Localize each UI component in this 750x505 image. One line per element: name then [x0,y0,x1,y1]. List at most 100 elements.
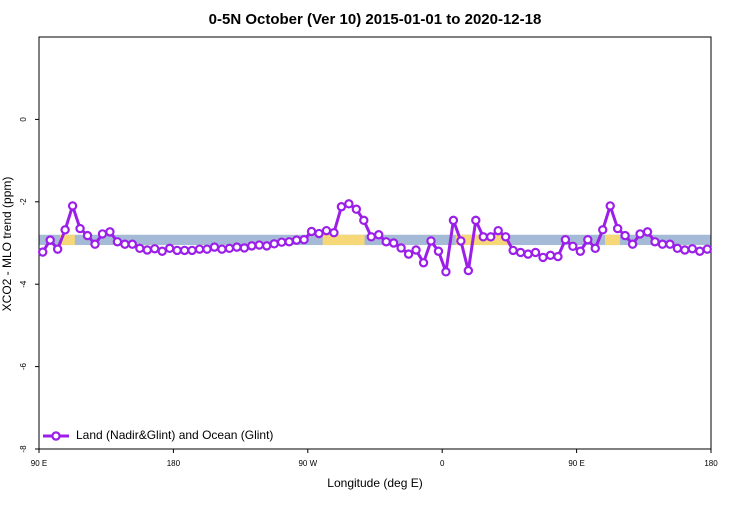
data-point [523,249,533,259]
chart-title: 0-5N October (Ver 10) 2015-01-01 to 2020… [209,11,542,28]
data-point [127,239,138,249]
data-point [687,244,698,254]
y-tick-label: -2 [19,198,28,206]
band [39,234,711,246]
data-point [411,245,421,255]
data-point [612,223,623,234]
data-point [553,251,563,262]
data-point [486,232,496,242]
x-tick-label: 90 W [298,459,317,468]
data-point [568,241,578,251]
data-point [471,215,481,226]
data-point [97,229,108,239]
data-point [396,243,406,253]
data-point [112,237,123,247]
data-point [254,240,264,250]
data-point [135,243,145,254]
data-point [276,237,287,247]
data-point [142,245,152,255]
data-point [306,226,317,237]
plot-frame [38,36,712,450]
data-point [493,225,503,236]
data-point [620,230,630,241]
data-point [82,230,93,241]
data-point [247,241,257,251]
data-point [418,258,429,268]
data-point [463,265,474,276]
data-point [299,235,309,245]
data-point [45,235,55,245]
data-point [321,225,332,236]
y-tick-label: -4 [19,280,28,288]
data-point [67,201,78,211]
data-point [598,225,608,235]
data-point [635,229,645,239]
data-point [187,245,197,256]
y-tick-label: -8 [19,445,28,453]
data-point [642,227,653,237]
data-point [650,237,660,247]
band-segment [604,234,620,246]
data-point [90,239,100,249]
data-point [105,227,115,237]
data-point [38,247,48,257]
data-point [702,244,712,254]
data-point [344,199,354,209]
legend-marker [51,431,61,441]
data-point [388,238,399,248]
x-axis-label: Longitude (deg E) [327,476,422,490]
data-point [381,237,391,247]
data-point [291,235,302,245]
data-point [530,247,541,258]
data-point [605,201,615,211]
data-point [515,247,526,258]
band-segment [59,234,75,246]
data-point [194,244,205,254]
data-point [433,246,444,256]
data-point [538,252,548,263]
data-point [575,246,586,256]
data-point [239,243,250,253]
x-tick-label: 180 [167,459,181,468]
data-point [269,239,279,249]
data-point [329,227,339,238]
y-axis-label: XCO2 - MLO trend (ppm) [0,177,14,312]
data-point [217,244,227,254]
data-point [680,245,690,255]
data-point [202,244,212,254]
data-point [448,215,459,226]
data-point [665,239,675,249]
data-point [441,267,451,277]
data-point [284,237,294,247]
legend-label: Land (Nadir&Glint) and Ocean (Glint) [76,428,273,442]
data-point [157,246,167,256]
data-point [359,215,369,226]
data-point [672,243,683,254]
data-point [52,244,63,254]
x-tick-label: 0 [440,459,445,468]
data-point [75,223,85,234]
data-point [179,245,190,256]
data-point [627,239,638,249]
data-point [657,239,668,249]
x-tick-label: 90 E [568,459,584,468]
data-point [351,204,362,214]
data-point [172,245,182,256]
data-point [314,228,324,239]
data-point [164,243,175,254]
data-point [500,232,511,242]
data-point [120,239,130,249]
data-point [695,246,705,256]
data-point [456,236,466,246]
data-point [224,243,235,254]
band-segment [322,234,365,246]
data-point [590,243,600,254]
data-point [209,242,220,252]
data-point [426,236,436,246]
x-tick-label: 90 E [31,459,47,468]
data-point [262,241,272,251]
data-point [508,245,518,256]
data-point [403,249,414,259]
data-point [60,225,70,235]
data-point [545,250,556,261]
